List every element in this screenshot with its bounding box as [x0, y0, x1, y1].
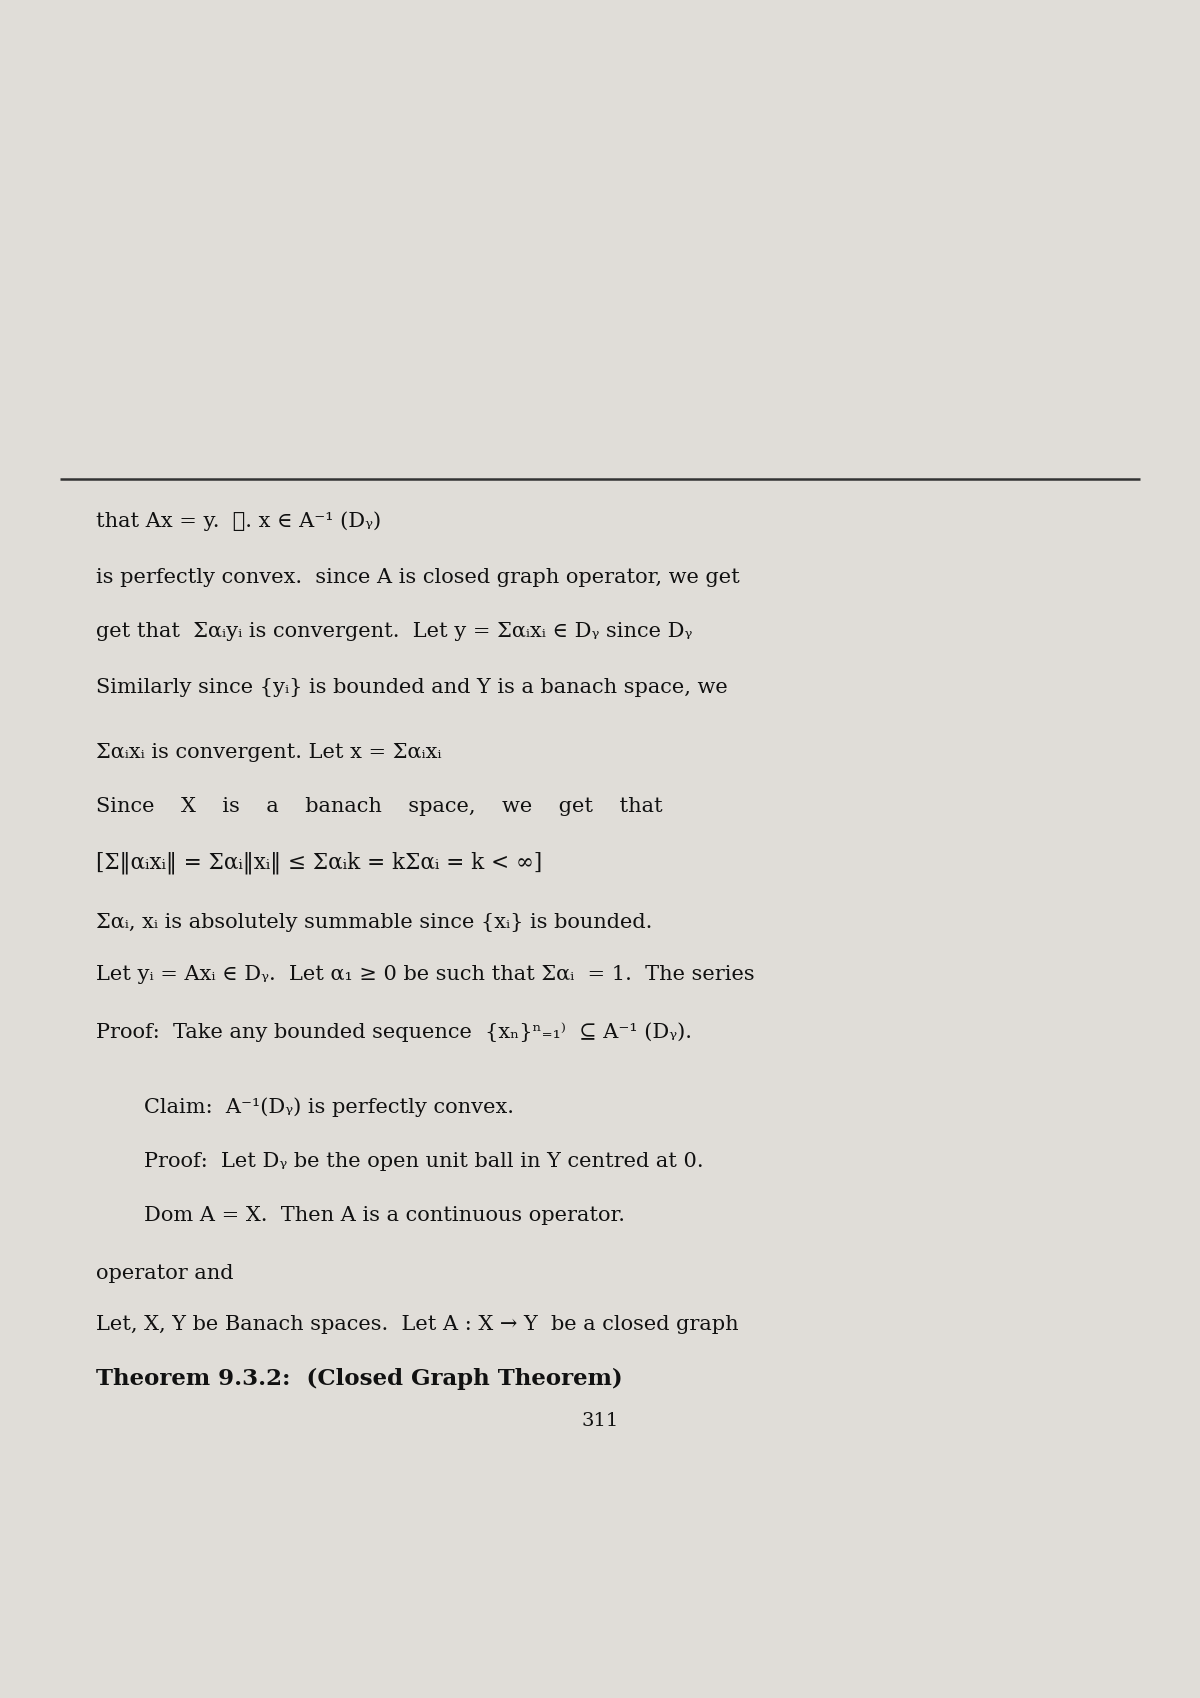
Text: Let, X, Y be Banach spaces.  Let A : X → Y  be a closed graph: Let, X, Y be Banach spaces. Let A : X → …: [96, 1314, 739, 1335]
Text: that Ax = y.  ∴. x ∈ A⁻¹ (Dᵧ): that Ax = y. ∴. x ∈ A⁻¹ (Dᵧ): [96, 511, 382, 531]
Text: [Σ‖αᵢxᵢ‖ = Σαᵢ‖xᵢ‖ ≤ Σαᵢk = kΣαᵢ = k < ∞]: [Σ‖αᵢxᵢ‖ = Σαᵢ‖xᵢ‖ ≤ Σαᵢk = kΣαᵢ = k < ∞…: [96, 851, 542, 874]
Text: 311: 311: [581, 1413, 619, 1430]
Text: Theorem 9.3.2:  (Closed Graph Theorem): Theorem 9.3.2: (Closed Graph Theorem): [96, 1367, 623, 1391]
Text: Proof:  Let Dᵧ be the open unit ball in Y centred at 0.: Proof: Let Dᵧ be the open unit ball in Y…: [144, 1151, 703, 1172]
Text: Claim:  A⁻¹(Dᵧ) is perfectly convex.: Claim: A⁻¹(Dᵧ) is perfectly convex.: [144, 1097, 514, 1117]
Text: Let yᵢ = Axᵢ ∈ Dᵧ.  Let α₁ ≥ 0 be such that Σαᵢ  = 1.  The series: Let yᵢ = Axᵢ ∈ Dᵧ. Let α₁ ≥ 0 be such th…: [96, 964, 755, 985]
Text: is perfectly convex.  since A is closed graph operator, we get: is perfectly convex. since A is closed g…: [96, 567, 739, 588]
Text: Dom A = X.  Then A is a continuous operator.: Dom A = X. Then A is a continuous operat…: [144, 1206, 625, 1226]
Text: operator and: operator and: [96, 1263, 234, 1284]
Text: Σαᵢ, xᵢ is absolutely summable since {xᵢ} is bounded.: Σαᵢ, xᵢ is absolutely summable since {xᵢ…: [96, 912, 653, 932]
Text: Σαᵢxᵢ is convergent. Let x = Σαᵢxᵢ: Σαᵢxᵢ is convergent. Let x = Σαᵢxᵢ: [96, 742, 442, 762]
Text: get that  Σαᵢyᵢ is convergent.  Let y = Σαᵢxᵢ ∈ Dᵧ since Dᵧ: get that Σαᵢyᵢ is convergent. Let y = Σα…: [96, 621, 692, 642]
Text: Proof:  Take any bounded sequence  {xₙ}ⁿ₌₁⁾  ⊆ A⁻¹ (Dᵧ).: Proof: Take any bounded sequence {xₙ}ⁿ₌₁…: [96, 1022, 692, 1043]
Text: Since    X    is    a    banach    space,    we    get    that: Since X is a banach space, we get that: [96, 796, 662, 817]
Text: Similarly since {yᵢ} is bounded and Y is a banach space, we: Similarly since {yᵢ} is bounded and Y is…: [96, 678, 727, 698]
